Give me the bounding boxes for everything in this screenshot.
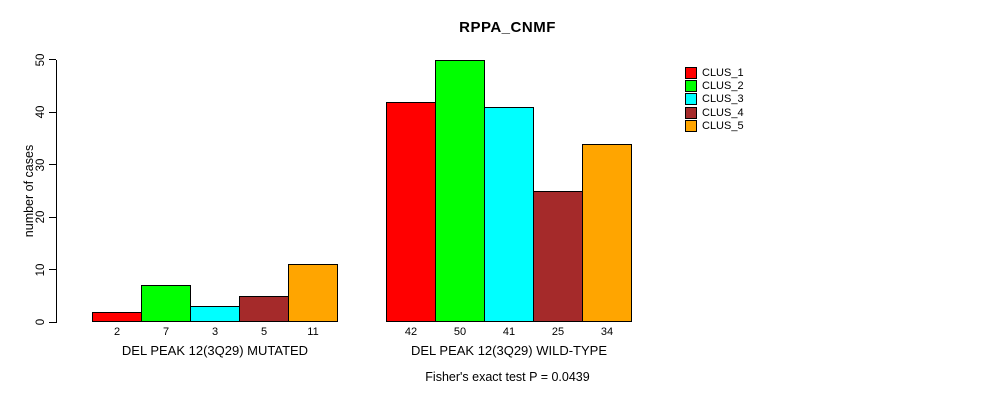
bar-clus_5-mutated xyxy=(288,264,338,322)
bar-value-label: 34 xyxy=(600,326,614,338)
legend-label: CLUS_1 xyxy=(702,66,744,79)
legend: CLUS_1 CLUS_2 CLUS_3 CLUS_4 CLUS_5 xyxy=(685,66,744,133)
legend-swatch-clus_5 xyxy=(685,120,697,133)
legend-swatch-clus_1 xyxy=(685,66,697,79)
legend-label: CLUS_5 xyxy=(702,120,744,133)
bar-clus_2-wild-type xyxy=(435,59,485,322)
bar-value-label: 3 xyxy=(211,326,219,338)
bar-value-label: 5 xyxy=(260,326,268,338)
legend-swatch-clus_2 xyxy=(685,80,697,93)
legend-label: CLUS_3 xyxy=(702,93,744,106)
legend-item-clus_4: CLUS_4 xyxy=(685,106,744,119)
y-tick-label-text: 40 xyxy=(35,105,47,119)
y-tick-label-text: 30 xyxy=(35,158,47,171)
chart-title: RPPA_CNMF xyxy=(459,19,556,36)
y-tick-mark xyxy=(49,164,56,165)
bar-clus_3-wild-type xyxy=(484,106,534,322)
bar-clus_1-wild-type xyxy=(386,101,436,322)
y-tick-mark xyxy=(49,269,56,270)
bar-value-label: 50 xyxy=(453,326,467,338)
x-group-label: DEL PEAK 12(3Q29) WILD-TYPE xyxy=(410,343,608,358)
bar-value-label: 11 xyxy=(307,326,319,338)
y-tick-label-text: 10 xyxy=(35,263,47,276)
bar-clus_4-mutated xyxy=(239,295,289,322)
legend-item-clus_2: CLUS_2 xyxy=(685,79,744,93)
y-tick-mark xyxy=(49,111,56,113)
bar-clus_2-mutated xyxy=(141,285,191,322)
bar-clus_1-mutated xyxy=(92,311,142,322)
legend-item-clus_1: CLUS_1 xyxy=(685,66,744,79)
bar-value-label: 42 xyxy=(404,326,418,338)
y-axis-title-text: number of cases xyxy=(22,144,36,238)
bar-value-label: 25 xyxy=(551,326,565,338)
bar-value-label: 7 xyxy=(162,326,170,338)
legend-label: CLUS_2 xyxy=(702,80,744,93)
legend-label: CLUS_4 xyxy=(702,106,744,119)
legend-swatch-clus_3 xyxy=(685,93,697,106)
y-tick-label-text: 50 xyxy=(35,53,47,66)
bar-value-label: 41 xyxy=(502,326,516,338)
legend-item-clus_3: CLUS_3 xyxy=(685,93,744,106)
bar-clus_5-wild-type xyxy=(582,143,632,322)
y-tick-label-text: 20 xyxy=(35,210,47,224)
legend-swatch-clus_4 xyxy=(685,106,697,119)
y-tick-mark xyxy=(49,59,56,60)
y-tick-label-text: 0 xyxy=(35,318,47,326)
bar-value-label: 2 xyxy=(113,326,121,338)
y-tick-mark xyxy=(49,321,56,323)
annotation-text: Fisher's exact test P = 0.0439 xyxy=(425,370,590,384)
bar-clus_3-mutated xyxy=(190,306,240,322)
y-tick-mark xyxy=(49,216,56,218)
y-axis-line xyxy=(56,59,57,323)
x-group-label: DEL PEAK 12(3Q29) MUTATED xyxy=(121,343,309,358)
bar-clus_4-wild-type xyxy=(533,190,583,322)
legend-item-clus_5: CLUS_5 xyxy=(685,120,744,133)
